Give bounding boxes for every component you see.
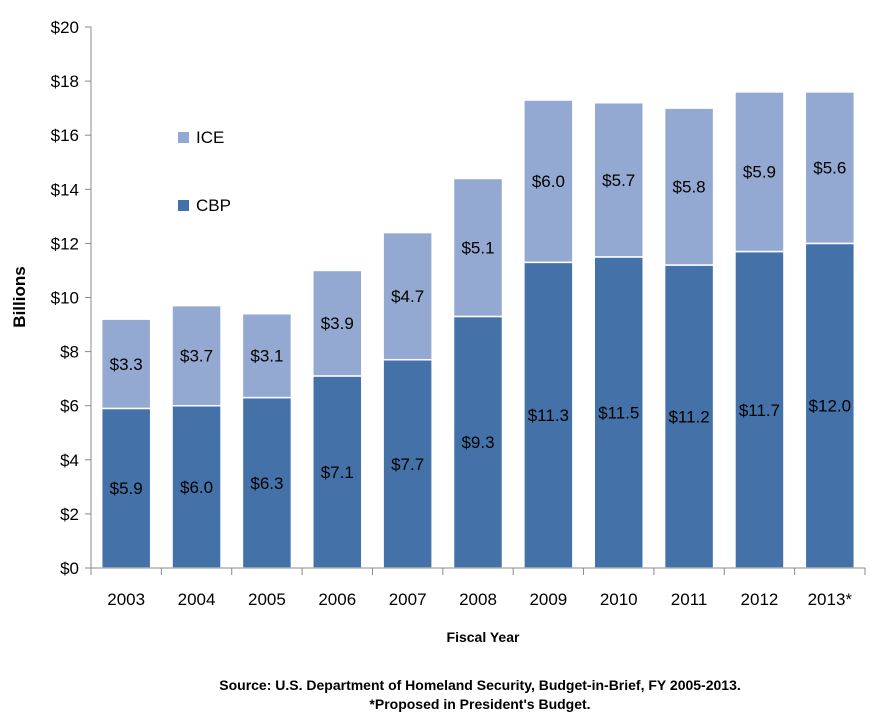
x-tick-label: 2011: [671, 590, 708, 609]
y-tick-label: $18: [51, 72, 79, 91]
stacked-bar-chart: $5.9 $3.3 $6.0 $3.7 $6.3 $3.1 $7.1 $3.9 $7.7 $4.7…: [10, 18, 866, 645]
data-label-cbp-2012: $11.7: [739, 401, 780, 420]
y-tick-label: $16: [51, 126, 79, 145]
bar-ice-2006: [312, 269, 363, 377]
bar-ice-2007: [382, 231, 433, 361]
data-label-ice-2005: $3.1: [250, 347, 283, 366]
legend-label-cbp: CBP: [196, 196, 231, 215]
footnote: *Proposed in President's Budget.: [369, 696, 591, 712]
x-tick-label: 2006: [318, 590, 356, 609]
x-tick-label: 2012: [741, 590, 779, 609]
y-tick-label: $2: [60, 505, 79, 524]
data-label-cbp-2003: $5.9: [110, 479, 143, 498]
data-label-cbp-2009: $11.3: [528, 406, 569, 425]
bar-ice-2011: [663, 107, 715, 266]
y-tick-label: $4: [60, 451, 79, 470]
bar-ice-2012: [734, 91, 785, 253]
x-axis-label: Fiscal Year: [447, 629, 520, 645]
axes-layer: $0 $2 $4 $6 $8 $10 $12 $14 $16 $18 $20 2003 2004 2005…: [51, 18, 866, 609]
x-tick-label: 2008: [459, 590, 497, 609]
y-axis-label: Billions: [10, 266, 29, 327]
data-label-ice-2003: $3.3: [110, 355, 143, 374]
bar-ice-2013: [804, 91, 856, 245]
data-label-cbp-2005: $6.3: [250, 474, 283, 493]
data-label-cbp-2004: $6.0: [180, 478, 213, 497]
x-tick-label: 2005: [248, 590, 286, 609]
data-label-cbp-2011: $11.2: [668, 408, 709, 427]
legend-swatch-ice: [178, 132, 189, 143]
x-tick-label: 2013*: [808, 590, 853, 609]
data-label-ice-2009: $6.0: [532, 172, 565, 191]
bar-ice-2008: [452, 177, 504, 318]
data-label-ice-2008: $5.1: [461, 238, 494, 257]
x-tick-label: 2003: [107, 590, 145, 609]
bar-ice-2010: [593, 101, 644, 258]
legend: ICE CBP: [178, 128, 231, 215]
y-tick-label: $6: [60, 397, 79, 416]
data-label-cbp-2010: $11.5: [598, 403, 639, 422]
data-label-ice-2006: $3.9: [321, 314, 354, 333]
bar-cbp-2013: [804, 242, 856, 569]
bar-ice-2004: [171, 304, 222, 407]
bar-cbp-2008: [452, 315, 504, 569]
data-label-ice-2011: $5.8: [673, 178, 706, 197]
bar-cbp-2012: [734, 250, 785, 569]
bar-cbp-2011: [663, 264, 715, 569]
y-tick-label: $8: [60, 343, 79, 362]
x-tick-label: 2009: [529, 590, 567, 609]
data-label-ice-2012: $5.9: [743, 163, 776, 182]
legend-label-ice: ICE: [196, 128, 224, 147]
source-note: Source: U.S. Department of Homeland Secu…: [219, 677, 741, 693]
bar-ice-2005: [241, 312, 293, 399]
bar-cbp-2003: [100, 407, 152, 569]
data-label-ice-2010: $5.7: [602, 171, 635, 190]
x-tick-label: 2004: [178, 590, 216, 609]
bars-layer: $5.9 $3.3 $6.0 $3.7 $6.3 $3.1 $7.1 $3.9 $7.7 $4.7…: [100, 91, 856, 569]
data-label-ice-2013: $5.6: [813, 159, 846, 178]
data-label-cbp-2013: $12.0: [809, 397, 852, 416]
data-label-cbp-2006: $7.1: [321, 463, 354, 482]
x-tick-label: 2010: [600, 590, 638, 609]
y-tick-label: $14: [51, 180, 79, 199]
data-label-cbp-2008: $9.3: [461, 433, 494, 452]
data-label-ice-2004: $3.7: [180, 347, 213, 366]
bar-ice-2003: [100, 318, 152, 410]
y-tick-label: $0: [60, 559, 79, 578]
data-label-cbp-2007: $7.7: [391, 455, 424, 474]
y-tick-label: $12: [51, 234, 79, 253]
bar-ice-2009: [523, 99, 574, 264]
legend-swatch-cbp: [178, 200, 189, 211]
y-tick-label: $20: [51, 18, 79, 37]
data-label-ice-2007: $4.7: [391, 287, 424, 306]
y-tick-label: $10: [51, 289, 79, 308]
x-tick-label: 2007: [389, 590, 427, 609]
